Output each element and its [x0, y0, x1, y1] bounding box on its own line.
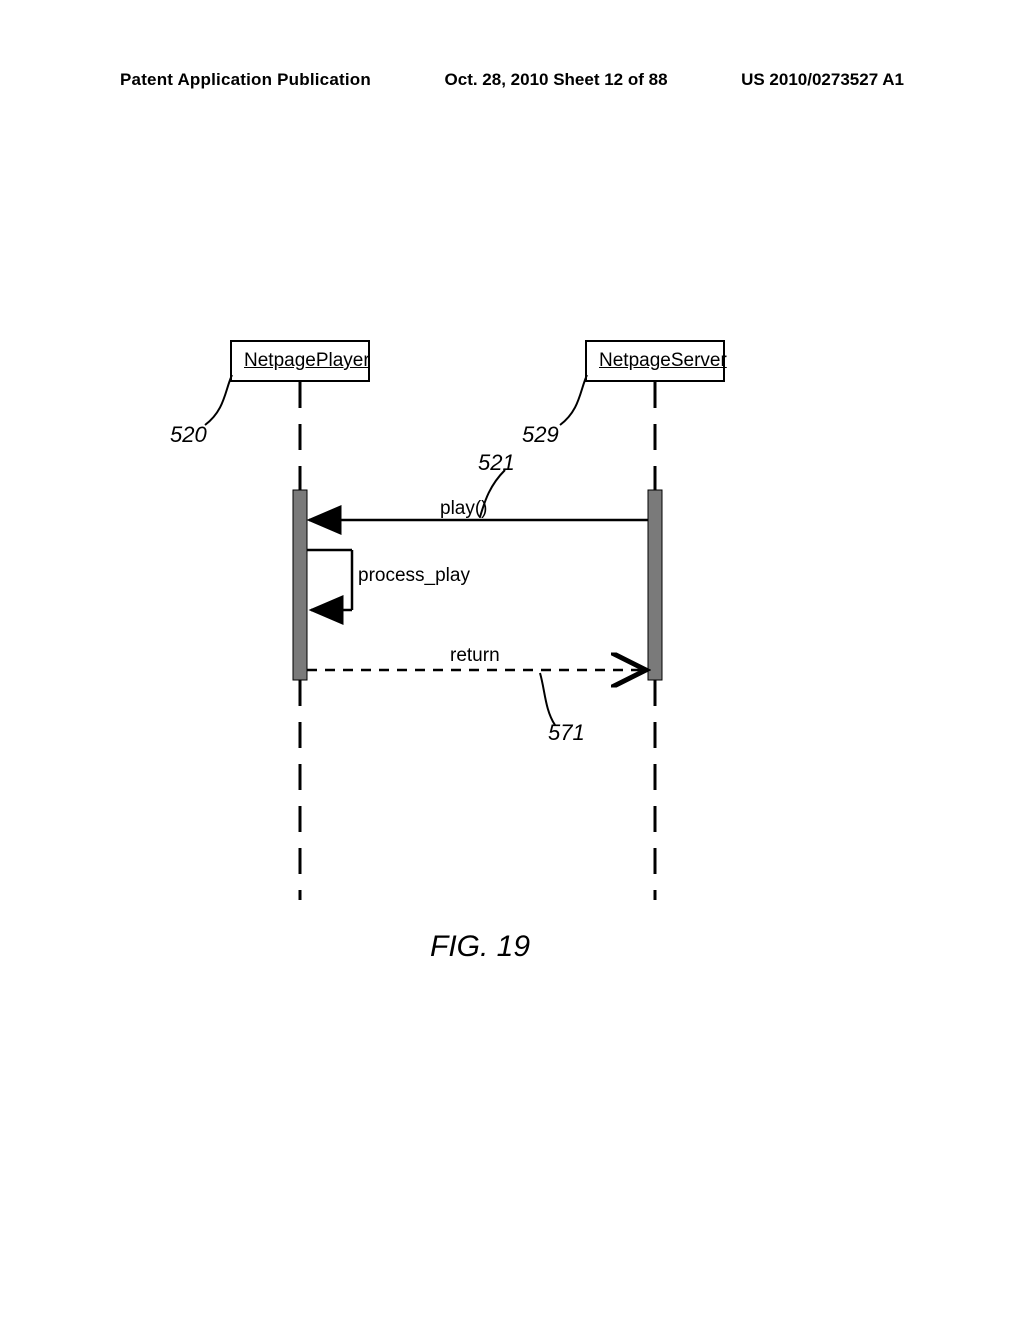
ref-521-text: 521	[478, 450, 515, 475]
msg-return-label: return	[450, 645, 500, 667]
msg-process-label: process_play	[358, 565, 470, 587]
ref-520: 520	[170, 422, 207, 448]
sequence-diagram: NetpagePlayer NetpageServer	[0, 150, 1024, 1050]
msg-play-text: play()	[440, 498, 488, 519]
ref-571-text: 571	[548, 720, 585, 745]
pub-text: Patent Application Publication	[120, 70, 371, 90]
figure-label: FIG. 19	[430, 930, 530, 964]
figure-label-text: FIG. 19	[430, 930, 530, 963]
ref-520-text: 520	[170, 422, 207, 447]
sheet-text: Oct. 28, 2010 Sheet 12 of 88	[445, 70, 668, 90]
ref-529: 529	[522, 422, 559, 448]
msg-return-text: return	[450, 645, 500, 666]
ref-571: 571	[548, 720, 585, 746]
msg-process-text: process_play	[358, 565, 470, 586]
docnum-text: US 2010/0273527 A1	[741, 70, 904, 90]
ref-529-text: 529	[522, 422, 559, 447]
msg-play-label: play()	[440, 498, 488, 520]
ref-521: 521	[478, 450, 515, 476]
diagram-svg	[0, 150, 1024, 1050]
